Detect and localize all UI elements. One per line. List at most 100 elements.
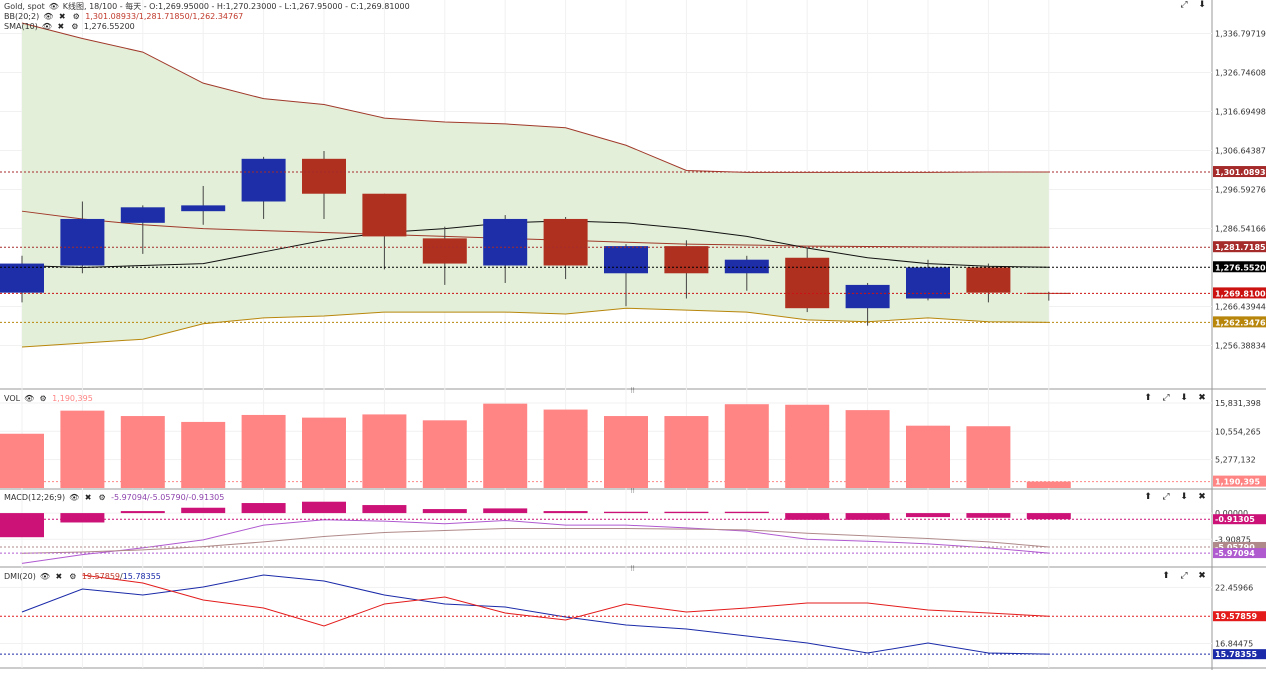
volume-bar: [120, 416, 165, 488]
gear-icon[interactable]: ⚙: [98, 492, 106, 502]
macd-histogram-bar: [966, 513, 1011, 518]
macd-histogram-bar: [241, 503, 286, 514]
volume-bar: [724, 404, 769, 488]
macd-panel-controls: ⬆ ⤢ ⬇ ✖: [1142, 492, 1208, 502]
volume-bar: [422, 420, 467, 488]
volume-bar: [483, 403, 528, 488]
macd-axis-tick: 0.00000: [1215, 509, 1248, 518]
close-icon[interactable]: ✖: [58, 11, 66, 21]
sma-line: [21, 220, 1049, 268]
volume-bar: [1026, 481, 1071, 488]
volume-bar: [845, 410, 890, 488]
eye-icon[interactable]: 👁: [43, 11, 54, 21]
sma-legend: SMA(10) 👁 ✖ ⚙ 1,276.55200: [4, 21, 135, 31]
price-tag-label: 1,281.71850: [1215, 243, 1266, 252]
macd-tag: [1213, 548, 1266, 559]
candle-bullish: [483, 218, 528, 266]
dmi-minus-value: 19.57859: [81, 571, 121, 581]
eye-icon[interactable]: 👁: [69, 492, 80, 502]
candle-bearish: [664, 246, 709, 274]
expand-icon[interactable]: ⤢: [1162, 393, 1170, 403]
macd-histogram-bar: [604, 511, 648, 514]
macd-tag: [1213, 541, 1266, 552]
arrow-up-icon[interactable]: ⬆: [1144, 393, 1152, 403]
bb-values: 1,301.08933/1,281.71850/1,262.34767: [85, 11, 244, 21]
eye-icon[interactable]: 👁: [24, 393, 35, 403]
macd-histogram-bar: [302, 501, 346, 514]
eye-icon[interactable]: 👁: [41, 21, 53, 31]
candle-bullish: [181, 205, 226, 212]
price-axis-tick: 1,256.38834: [1215, 341, 1266, 350]
bb-label: BB(20;2): [4, 11, 40, 21]
macd-tag-label: -5.97094: [1215, 549, 1255, 558]
candle-bearish: [362, 193, 407, 237]
price-tag: [1213, 316, 1266, 328]
arrow-up-icon[interactable]: ⬆: [1144, 492, 1152, 502]
dmi-axis-tick: 22.45966: [1215, 583, 1253, 592]
gear-icon[interactable]: ⚙: [71, 21, 79, 31]
price-axis-tick: 1,316.69498: [1215, 107, 1266, 116]
gear-icon[interactable]: ⚙: [72, 11, 80, 21]
price-axis-tick: 1,306.64387: [1215, 146, 1266, 155]
bb-legend: BB(20;2) 👁 ✖ ⚙ 1,301.08933/1,281.71850/1…: [4, 11, 243, 21]
bollinger-middle-line: [21, 210, 1049, 248]
price-tag: [1213, 287, 1266, 299]
volume-bar: [181, 421, 226, 488]
volume-bar: [241, 414, 286, 488]
close-icon[interactable]: ✖: [1198, 571, 1206, 581]
vol-label: VOL: [4, 393, 21, 403]
volume-bar: [60, 410, 105, 488]
ohlc-readout: K线图, 18/100 - 每天 - O:1,269.95000 - H:1,2…: [62, 1, 410, 11]
volume-bar: [966, 426, 1011, 488]
sma-value: 1,276.55200: [83, 21, 135, 31]
eye-icon[interactable]: 👁: [48, 1, 59, 11]
candle-bullish: [60, 218, 105, 266]
close-icon[interactable]: ✖: [1198, 492, 1206, 502]
candle-bullish: [241, 158, 286, 202]
gear-icon[interactable]: ⚙: [39, 393, 47, 403]
dmi-tag: [1213, 649, 1266, 660]
price-panel-controls: ⤢ ⬇: [1178, 0, 1208, 10]
macd-histogram-bar: [362, 505, 407, 514]
expand-icon[interactable]: ⤢: [1162, 492, 1170, 502]
volume-axis-tick: 10,554,265: [1215, 427, 1261, 436]
dmi-axis-tick: 16.84475: [1215, 640, 1253, 649]
price-tag-label: 1,269.81000: [1215, 289, 1266, 298]
candle-bullish: [120, 207, 165, 223]
macd-tag-label: -0.91305: [1215, 515, 1255, 524]
expand-icon[interactable]: ⤢: [1180, 571, 1188, 581]
close-icon[interactable]: ✖: [1198, 393, 1206, 403]
price-tag: [1213, 261, 1266, 273]
macd-histogram-bar: [906, 513, 950, 518]
candle-bullish: [604, 246, 648, 274]
vol-panel-controls: ⬆ ⤢ ⬇ ✖: [1142, 393, 1208, 403]
macd-histogram-bar: [120, 511, 165, 514]
gear-icon[interactable]: ⚙: [69, 571, 77, 581]
sma-label: SMA(10): [4, 21, 38, 31]
macd-histogram-bar: [181, 507, 226, 514]
expand-icon[interactable]: ⤢: [1180, 0, 1188, 10]
price-axis-tick: 1,286.54166: [1215, 224, 1266, 233]
close-icon[interactable]: ✖: [55, 571, 63, 581]
close-icon[interactable]: ✖: [57, 21, 65, 31]
macd-histogram-bar: [1026, 513, 1071, 520]
volume-bar: [0, 433, 44, 488]
arrow-down-icon[interactable]: ⬇: [1180, 492, 1188, 502]
macd-histogram-bar: [543, 511, 588, 514]
macd-histogram-bar: [664, 511, 709, 514]
vol-value: 1,190,395: [52, 393, 93, 403]
volume-bar: [604, 416, 648, 488]
bollinger-lower-line: [21, 307, 1049, 348]
price-axis-tick: 1,336.79719: [1215, 29, 1266, 38]
eye-icon[interactable]: 👁: [39, 571, 50, 581]
candle-bearish: [302, 158, 346, 194]
symbol-header: Gold, spot 👁 K线图, 18/100 - 每天 - O:1,269.…: [4, 1, 410, 11]
arrow-down-icon[interactable]: ⬇: [1180, 393, 1188, 403]
macd-histogram-bar: [785, 513, 830, 520]
volume-bar: [362, 414, 407, 488]
arrow-down-icon[interactable]: ⬇: [1198, 0, 1206, 10]
close-icon[interactable]: ✖: [84, 492, 92, 502]
price-tag-label: 1,301.08933: [1215, 168, 1266, 177]
arrow-up-icon[interactable]: ⬆: [1162, 571, 1170, 581]
